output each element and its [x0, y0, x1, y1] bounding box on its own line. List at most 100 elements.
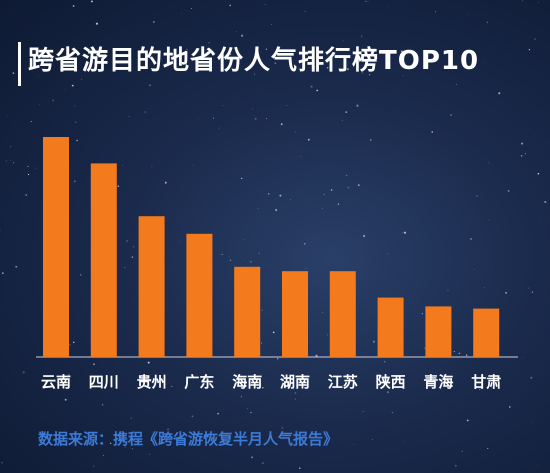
star	[473, 268, 475, 270]
star	[0, 229, 1, 232]
star	[15, 265, 18, 268]
star	[488, 162, 490, 164]
star	[280, 123, 283, 126]
star	[326, 334, 329, 336]
star	[279, 194, 282, 197]
star	[249, 260, 252, 263]
star	[400, 50, 403, 53]
data-source-note: 数据来源：携程《跨省游恢复半月人气报告》	[38, 430, 339, 448]
star	[181, 12, 183, 14]
star	[117, 185, 120, 188]
star	[535, 83, 537, 85]
star	[447, 289, 449, 292]
star	[95, 22, 98, 25]
star	[228, 255, 230, 257]
star	[136, 228, 137, 229]
star	[241, 34, 244, 37]
star	[69, 343, 71, 346]
star	[126, 239, 129, 242]
star	[10, 160, 12, 162]
star	[229, 259, 232, 262]
star	[528, 48, 531, 51]
star	[38, 104, 40, 106]
star	[123, 266, 126, 269]
title-accent-bar	[18, 42, 21, 86]
star	[533, 38, 536, 41]
star	[144, 111, 147, 113]
star	[347, 186, 350, 189]
star	[5, 160, 8, 162]
star	[326, 66, 329, 69]
star	[191, 8, 192, 10]
star	[345, 111, 348, 113]
star	[534, 134, 536, 136]
star	[434, 10, 437, 13]
star	[369, 138, 372, 141]
star	[330, 189, 333, 191]
category-label-3: 广东	[184, 373, 214, 391]
star	[441, 194, 442, 196]
star	[252, 438, 254, 440]
star	[299, 467, 301, 469]
star	[402, 232, 404, 234]
star	[67, 374, 70, 377]
star	[384, 361, 386, 363]
star	[222, 105, 224, 107]
star	[528, 287, 530, 289]
star	[218, 127, 220, 129]
star	[537, 172, 540, 175]
bar-8	[425, 306, 452, 357]
star	[186, 48, 188, 51]
category-label-6: 江苏	[328, 373, 358, 391]
star	[171, 385, 173, 388]
star	[386, 391, 390, 394]
star	[507, 189, 510, 192]
star	[241, 177, 243, 180]
star	[101, 404, 104, 406]
star	[498, 378, 499, 380]
star	[44, 67, 46, 69]
star	[246, 408, 249, 410]
star	[321, 208, 323, 209]
star	[272, 331, 275, 334]
star	[346, 68, 349, 71]
star	[160, 58, 162, 59]
star	[368, 74, 371, 76]
star	[421, 313, 423, 315]
category-label-1: 四川	[89, 373, 119, 391]
star	[268, 193, 270, 195]
star	[25, 194, 28, 196]
star	[52, 99, 55, 102]
star	[208, 42, 210, 44]
star	[103, 455, 105, 457]
chart-title: 跨省游目的地省份人气排行榜TOP10	[28, 46, 480, 76]
bar-2	[138, 216, 165, 357]
star	[367, 1, 369, 2]
star	[236, 31, 237, 33]
star	[434, 64, 436, 65]
star	[538, 2, 539, 3]
star	[74, 105, 76, 107]
star	[307, 138, 310, 141]
star	[269, 265, 271, 266]
star	[342, 40, 344, 42]
star	[148, 84, 151, 87]
star	[193, 165, 194, 166]
category-label-2: 贵州	[137, 373, 167, 391]
star	[27, 173, 30, 176]
star	[304, 10, 306, 12]
star	[403, 231, 407, 234]
star	[531, 291, 534, 293]
bar-0	[43, 137, 69, 357]
star	[252, 108, 253, 110]
star	[72, 5, 75, 7]
star	[294, 398, 296, 400]
star	[90, 0, 93, 3]
star	[294, 131, 296, 133]
star	[532, 422, 533, 424]
star	[321, 311, 324, 314]
star	[340, 46, 342, 48]
